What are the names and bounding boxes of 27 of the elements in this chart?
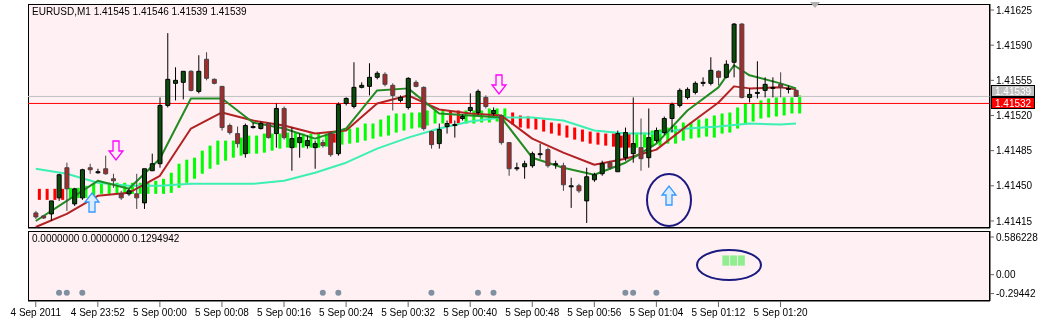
x-tick-label: 5 Sep 00:40 [443, 307, 498, 319]
chart-title: 0.0000000 0.0000000 0.1294942 [32, 233, 180, 244]
y-tick-label: 0.00 [996, 269, 1016, 281]
y-tick-label: 1.41485 [996, 145, 1033, 157]
ref-line-label: 1.41539 [991, 85, 1036, 98]
y-tick-label: 1.41520 [996, 110, 1033, 122]
y-tick-label: 1.41555 [996, 74, 1033, 86]
chart-title: EURUSD,M1 1.41545 1.41546 1.41539 1.41539 [32, 6, 247, 17]
ref-line-label: 1.41532 [991, 97, 1036, 110]
y-tick-label: 0.586228 [996, 231, 1039, 243]
x-tick-label: 5 Sep 01:04 [629, 307, 684, 319]
x-tick-label: 5 Sep 00:16 [257, 307, 312, 319]
x-tick-label: 4 Sep 23:52 [70, 307, 126, 319]
y-tick-label: 1.41590 [996, 39, 1033, 51]
x-tick-label: 5 Sep 01:20 [753, 307, 808, 319]
x-tick-label: 5 Sep 00:32 [381, 307, 436, 319]
y-tick-label: 1.41450 [996, 180, 1033, 192]
x-tick-label: 5 Sep 01:12 [691, 307, 746, 319]
x-tick-label: 5 Sep 00:08 [194, 307, 250, 319]
x-tick-label: 5 Sep 00:48 [505, 307, 560, 319]
x-tick-label: 4 Sep 2011 [10, 307, 62, 319]
x-tick-label: 5 Sep 00:56 [567, 307, 622, 319]
y-tick-label: 1.41625 [996, 4, 1033, 16]
y-tick-label: 1.41415 [996, 215, 1033, 227]
x-tick-label: 5 Sep 00:00 [132, 307, 188, 319]
x-tick-label: 5 Sep 00:24 [319, 307, 374, 319]
y-tick-label: -0.29442 [996, 288, 1036, 300]
